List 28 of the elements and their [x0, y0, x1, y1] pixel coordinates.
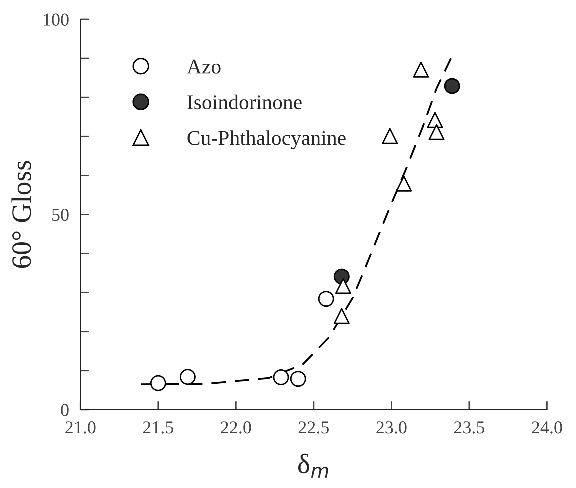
- point: [427, 112, 444, 128]
- point: [290, 371, 306, 388]
- y-axis-title: 60° Gloss: [12, 161, 32, 268]
- y-tick-label: 100: [44, 14, 69, 26]
- point: [382, 128, 398, 144]
- x-axis-title: δ$_{m}$: [298, 454, 328, 478]
- x-tick-label: 21.5: [143, 422, 174, 434]
- x-tick-label: 23.0: [376, 422, 407, 434]
- point: [334, 308, 350, 324]
- point: [273, 370, 290, 386]
- x-tick-label: 21.0: [66, 422, 96, 434]
- x-tick-label: 22.0: [221, 422, 252, 434]
- point: [413, 62, 430, 78]
- legend-label: Isoindorinone: [188, 94, 302, 110]
- point: [444, 78, 460, 94]
- x-tick-label: 24.0: [532, 422, 562, 434]
- legend-label: Azo: [187, 60, 221, 74]
- legend-label: Cu-Phthalocyanine: [188, 130, 346, 150]
- point: [150, 375, 166, 392]
- point: [318, 291, 334, 308]
- y-tick-label: 50: [52, 208, 69, 222]
- y-tick-label: 0: [61, 404, 69, 416]
- x-tick-label: 22.5: [298, 422, 330, 434]
- point: [335, 278, 352, 294]
- x-tick-label: 23.5: [454, 422, 485, 434]
- point: [428, 124, 445, 140]
- point: [180, 369, 196, 386]
- point: [396, 176, 412, 192]
